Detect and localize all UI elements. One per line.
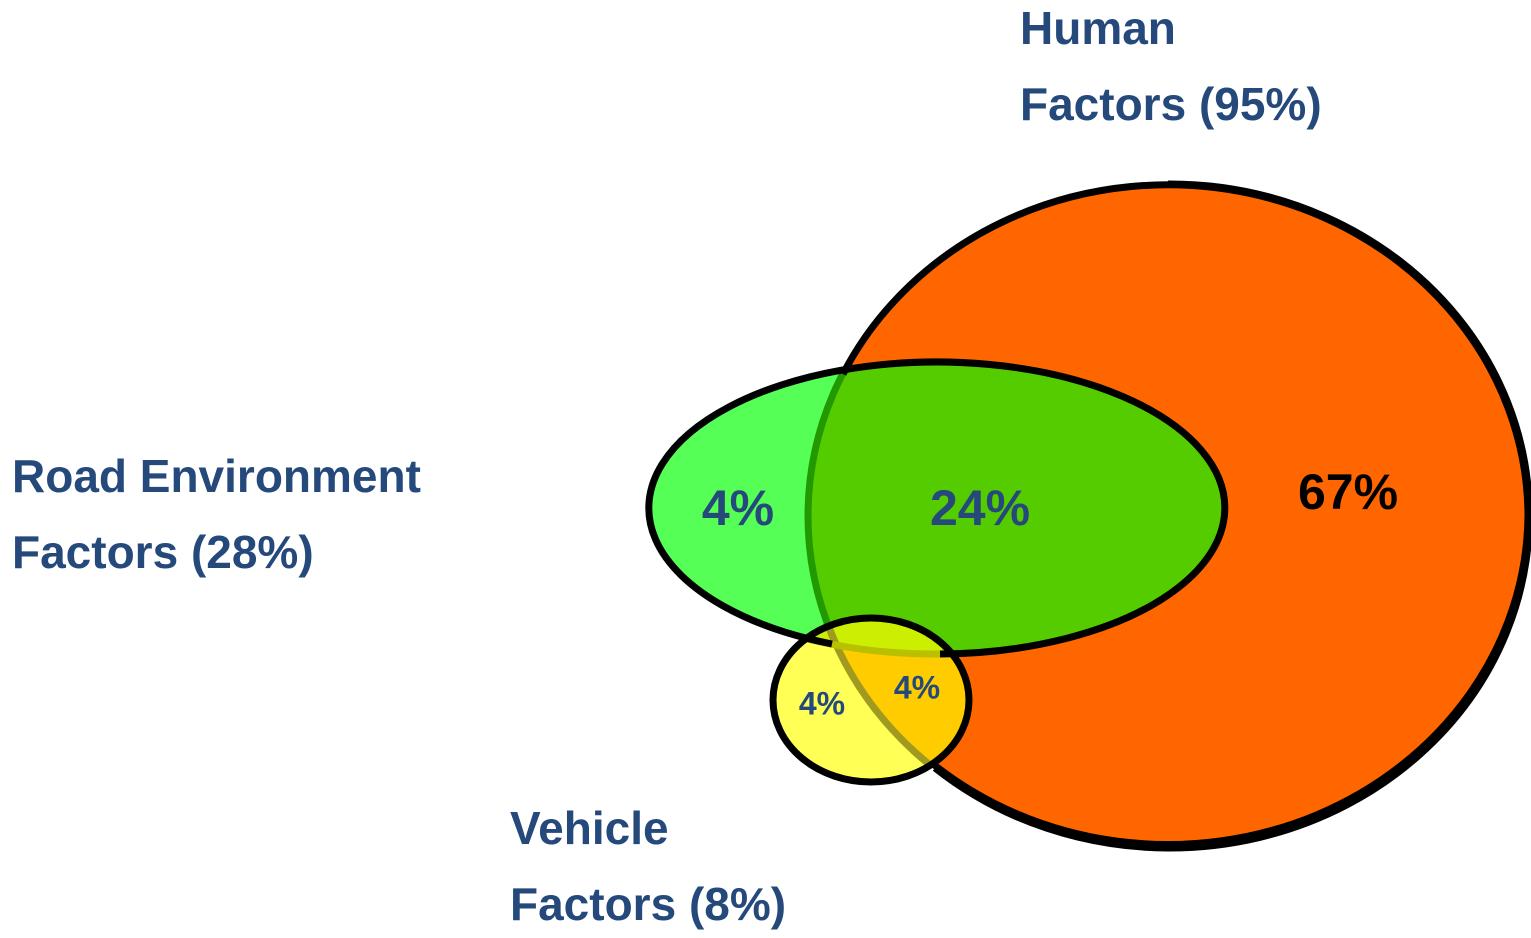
road-human-overlap <box>808 362 1223 654</box>
set-label: Vehicle <box>510 802 669 854</box>
outer-outlines <box>645 181 1531 848</box>
road-outer-outline <box>645 358 1229 658</box>
region-label: 4% <box>702 480 774 536</box>
region-label: 4% <box>894 669 940 705</box>
inner-outlines <box>773 362 1223 782</box>
set-label: Factors (28%) <box>12 526 314 578</box>
vehicle-outline <box>769 614 973 786</box>
fills <box>647 184 1528 848</box>
region-label: 24% <box>930 480 1030 536</box>
road-outline-in-vehicle <box>773 618 969 658</box>
human-outer-outline <box>839 181 1531 848</box>
region-label: 67% <box>1298 464 1398 520</box>
set-label: Factors (95%) <box>1020 78 1322 130</box>
set-label: Human <box>1020 2 1176 54</box>
region-label: 4% <box>799 685 845 721</box>
human-outline-in-road <box>804 362 1223 654</box>
set-label: Factors (8%) <box>510 878 786 930</box>
set-label: Road Environment <box>12 450 421 502</box>
